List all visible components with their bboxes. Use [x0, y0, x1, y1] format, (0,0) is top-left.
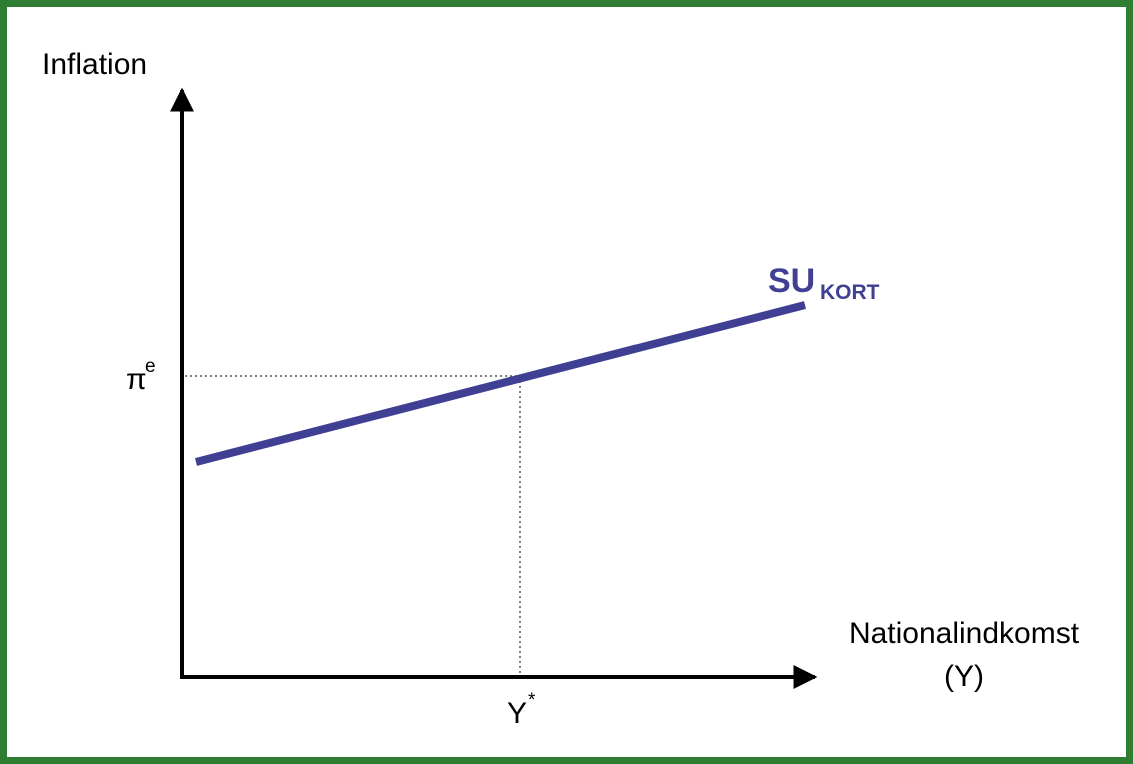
x-axis-label-line2: (Y) — [944, 660, 984, 693]
y-axis-label: Inflation — [42, 48, 147, 81]
sukort-curve — [195, 301, 806, 466]
curve-label-subscript: KORT — [820, 281, 880, 304]
x-axis-label-line1: Nationalindkomst — [849, 617, 1080, 650]
expected-inflation-label: π — [126, 363, 147, 396]
curve-label-main: SU — [768, 262, 815, 300]
potential-output-label: Y — [507, 697, 527, 730]
potential-output-superscript: * — [528, 690, 536, 711]
expected-inflation-superscript: e — [145, 356, 156, 377]
